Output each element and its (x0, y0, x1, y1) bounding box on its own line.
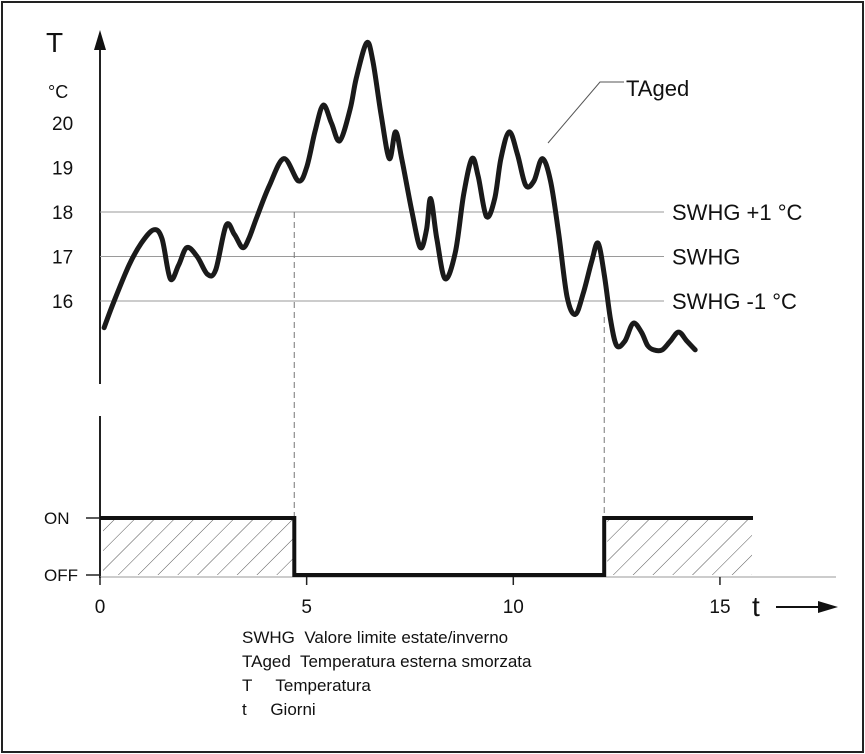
reference-lines: SWHG +1 °C SWHG SWHG -1 °C (100, 200, 803, 314)
switch-level-labels: ON OFF (44, 509, 100, 585)
taged-annotation: TAged (626, 76, 689, 101)
x-tick-label: 15 (709, 597, 730, 618)
reference-line-label: SWHG (672, 245, 740, 270)
y-tick-label: 17 (52, 248, 73, 269)
legend-line-t: T Temperatura (242, 676, 371, 695)
reference-line-label: SWHG +1 °C (672, 200, 803, 225)
series-line-taged (101, 39, 698, 354)
switch-series-line (100, 516, 753, 577)
switch-level-label: ON (44, 509, 70, 528)
y-tick-label: 18 (52, 203, 73, 224)
switch-level-label: OFF (44, 566, 78, 585)
legend-line-days: t Giorni (242, 700, 316, 719)
hatched-on-area (103, 520, 294, 575)
hatched-on-area (607, 520, 753, 575)
x-axis-arrow-icon (818, 601, 838, 613)
legend-line-taged: TAged Temperatura esterna smorzata (242, 652, 532, 671)
x-axis-symbol: t (752, 591, 760, 622)
taged-leader-line (547, 81, 624, 144)
y-tick-label: 16 (52, 292, 73, 313)
hatched-on-areas (103, 520, 753, 575)
x-tick-label: 5 (301, 597, 312, 618)
y-tick-label: 20 (52, 114, 73, 135)
x-tick-label: 10 (503, 597, 524, 618)
x-tick-labels: 0 5 10 15 (95, 577, 731, 618)
y-axis-unit: °C (48, 82, 68, 102)
y-axis-arrow-icon (94, 30, 106, 50)
x-tick-label: 0 (95, 597, 106, 618)
y-axis-symbol: T (46, 27, 63, 58)
legend-line-swhg: SWHG Valore limite estate/inverno (242, 628, 509, 647)
y-tick-labels: 16 17 18 19 20 (52, 114, 73, 313)
reference-line-label: SWHG -1 °C (672, 289, 797, 314)
y-tick-label: 19 (52, 159, 73, 180)
